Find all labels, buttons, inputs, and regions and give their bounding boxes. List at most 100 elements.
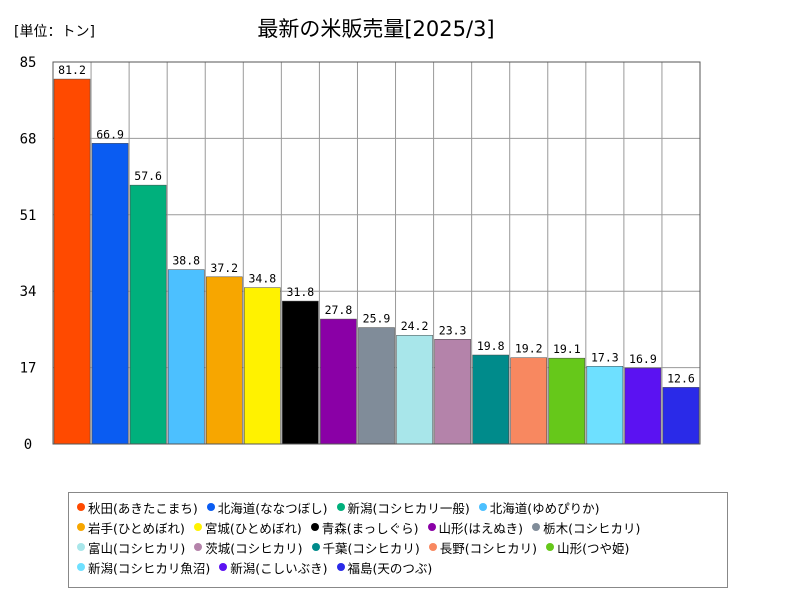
legend-item: 福島(天のつぶ) [336, 558, 433, 577]
legend-item: 宮城(ひとめぼれ) [193, 518, 302, 537]
legend-label: 長野(コシヒカリ) [439, 540, 538, 556]
bar-value-label: 24.2 [401, 319, 429, 333]
bar-value-label: 17.3 [591, 350, 619, 364]
bar [129, 184, 167, 445]
bar [53, 78, 91, 445]
bar-value-label: 31.8 [287, 285, 315, 299]
legend-label: 富山(コシヒカリ) [88, 540, 186, 556]
bar-value-label: 25.9 [363, 312, 391, 326]
legend-row: 秋田(あきたこまち) 北海道(ななつぼし) 新潟(コシヒカリ一般) 北海道(ゆめぴりか… [77, 497, 719, 517]
bar [662, 387, 700, 445]
legend-item: 茨城(コシヒカリ) [194, 538, 303, 557]
chart-legend: 秋田(あきたこまち) 北海道(ななつぼし) 新潟(コシヒカリ一般) 北海道(ゆめぴりか… [68, 492, 728, 588]
legend-item: 北海道(ななつぼし) [206, 498, 328, 517]
legend-label: 栃木(コシヒカリ) [543, 520, 641, 536]
y-tick-label: 17 [20, 361, 37, 377]
legend-item: 栃木(コシヒカリ) [532, 518, 640, 537]
legend-item: 新潟(コシヒカリ魚沼) [77, 558, 210, 577]
legend-color-dot [546, 543, 555, 551]
bar [510, 357, 548, 445]
legend-color-dot [428, 543, 437, 551]
bar-value-label: 57.6 [134, 169, 162, 183]
bar [586, 366, 624, 445]
bar [205, 276, 243, 445]
y-tick-label: 34 [20, 284, 37, 300]
legend-item: 秋田(あきたこまち) [77, 498, 198, 517]
bar-value-label: 19.1 [553, 342, 581, 356]
bar-value-label: 19.2 [515, 342, 543, 356]
bar [244, 287, 281, 445]
bar [472, 354, 509, 445]
bar-value-label: 27.8 [325, 303, 353, 317]
y-tick-label: 0 [24, 437, 32, 453]
legend-color-dot [77, 503, 85, 511]
legend-label: 青森(まっしぐら) [321, 520, 419, 536]
legend-label: 茨城(コシヒカリ) [205, 540, 303, 556]
legend-color-dot [478, 503, 487, 511]
legend-item: 新潟(コシヒカリ一般) [336, 498, 470, 517]
bar-value-label: 37.2 [210, 261, 238, 275]
bar-value-label: 66.9 [96, 127, 124, 141]
bar [434, 339, 471, 445]
legend-color-dot [532, 523, 541, 531]
legend-label: 新潟(こしいぶき) [230, 560, 328, 576]
legend-color-dot [193, 523, 202, 531]
bar [282, 300, 319, 445]
bar-value-label: 16.9 [629, 352, 657, 366]
bar [396, 334, 433, 445]
legend-label: 新潟(コシヒカリ魚沼) [88, 560, 211, 576]
legend-color-dot [427, 523, 436, 531]
legend-label: 宮城(ひとめぼれ) [204, 520, 302, 536]
legend-color-dot [336, 503, 345, 511]
legend-color-dot [206, 503, 215, 511]
legend-label: 岩手(ひとめぼれ) [88, 520, 185, 536]
legend-item: 新潟(こしいぶき) [219, 558, 328, 577]
legend-label: 福島(天のつぶ) [347, 560, 433, 576]
bar-value-label: 23.3 [439, 323, 467, 337]
bar-value-label: 38.8 [172, 254, 200, 268]
legend-row: 岩手(ひとめぼれ) 宮城(ひとめぼれ) 青森(まっしぐら) 山形(はえぬき) 栃木(コシ… [77, 517, 719, 537]
unit-label: [単位：トン] [14, 24, 95, 40]
bar-value-label: 12.6 [667, 371, 695, 385]
legend-color-dot [77, 543, 85, 551]
bar [624, 367, 662, 445]
bar [358, 327, 395, 445]
legend-label: 北海道(ゆめぴりか) [489, 500, 600, 516]
legend-color-dot [311, 543, 320, 551]
y-tick-label: 68 [20, 131, 37, 147]
bar [320, 318, 357, 445]
legend-color-dot [194, 543, 203, 551]
chart-title: 最新の米販売量[2025/3] [257, 17, 494, 41]
legend-item: 長野(コシヒカリ) [428, 538, 538, 557]
legend-label: 新潟(コシヒカリ一般) [347, 500, 470, 516]
bar [167, 269, 205, 445]
legend-color-dot [310, 523, 319, 531]
legend-label: 北海道(ななつぼし) [217, 500, 328, 516]
legend-item: 岩手(ひとめぼれ) [77, 518, 185, 537]
legend-item: 北海道(ゆめぴりか) [478, 498, 600, 517]
legend-item: 山形(つや姫) [546, 538, 629, 557]
legend-row: 新潟(コシヒカリ魚沼) 新潟(こしいぶき) 福島(天のつぶ) [77, 557, 719, 577]
legend-color-dot [336, 563, 345, 571]
legend-label: 千葉(コシヒカリ) [322, 540, 420, 556]
bar [91, 143, 129, 445]
legend-item: 千葉(コシヒカリ) [311, 538, 420, 557]
legend-color-dot [77, 563, 85, 571]
legend-item: 青森(まっしぐら) [310, 518, 419, 537]
legend-color-dot [219, 563, 228, 571]
bar-value-label: 19.8 [477, 339, 505, 353]
legend-label: 山形(つや姫) [557, 540, 630, 556]
bar-value-label: 34.8 [248, 272, 276, 286]
legend-item: 山形(はえぬき) [427, 518, 524, 537]
bar [548, 357, 586, 445]
legend-label: 山形(はえぬき) [438, 520, 524, 536]
legend-item: 富山(コシヒカリ) [77, 538, 185, 557]
legend-row: 富山(コシヒカリ) 茨城(コシヒカリ) 千葉(コシヒカリ) 長野(コシヒカリ) 山形(つ… [77, 537, 719, 557]
y-tick-label: 51 [20, 208, 37, 224]
plot-frame [52, 61, 701, 445]
legend-color-dot [77, 523, 85, 531]
bar-value-label: 81.2 [58, 63, 86, 77]
legend-label: 秋田(あきたこまち) [88, 500, 198, 516]
y-tick-label: 85 [20, 55, 37, 71]
